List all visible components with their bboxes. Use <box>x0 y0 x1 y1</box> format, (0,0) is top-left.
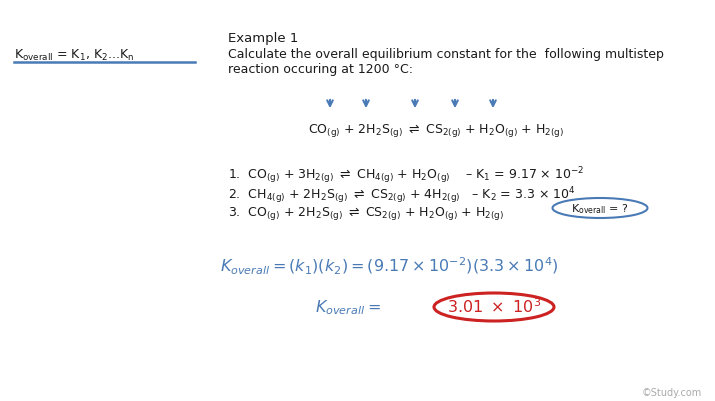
Text: ©Study.com: ©Study.com <box>642 387 702 397</box>
Text: CO$_{\mathregular{(g)}}$ + 2H$_{\mathregular{2}}$S$_{\mathregular{(g)}}$ $\right: CO$_{\mathregular{(g)}}$ + 2H$_{\mathreg… <box>308 122 564 139</box>
Text: 2.  CH$_{\mathregular{4(g)}}$ + 2H$_{\mathregular{2}}$S$_{\mathregular{(g)}}$ $\: 2. CH$_{\mathregular{4(g)}}$ + 2H$_{\mat… <box>228 184 576 205</box>
Text: Example 1: Example 1 <box>228 32 298 45</box>
Text: 3.  CO$_{\mathregular{(g)}}$ + 2H$_{\mathregular{2}}$S$_{\mathregular{(g)}}$ $\r: 3. CO$_{\mathregular{(g)}}$ + 2H$_{\math… <box>228 205 504 221</box>
Text: $\mathit{K_{overall}}=$: $\mathit{K_{overall}}=$ <box>315 297 381 316</box>
Text: $3.01\ \times\ 10^{3}$: $3.01\ \times\ 10^{3}$ <box>447 298 541 316</box>
Text: 1.  CO$_{\mathregular{(g)}}$ + 3H$_{\mathregular{2(g)}}$ $\rightleftharpoons$ CH: 1. CO$_{\mathregular{(g)}}$ + 3H$_{\math… <box>228 164 584 185</box>
Text: Calculate the overall equilibrium constant for the  following multistep: Calculate the overall equilibrium consta… <box>228 48 664 61</box>
Text: K$_{\mathregular{overall}}$ = ?: K$_{\mathregular{overall}}$ = ? <box>571 202 628 215</box>
Text: reaction occuring at 1200 °C:: reaction occuring at 1200 °C: <box>228 63 413 76</box>
Text: $\mathit{K_{overall}}=(\mathit{k_1})(\mathit{k_2})$$= (9.17\times10^{-2})(3.3\ti: $\mathit{K_{overall}}=(\mathit{k_1})(\ma… <box>220 255 558 276</box>
Text: K$_{\mathregular{overall}}$ = K$_{\mathregular{1}}$, K$_{\mathregular{2}}$...K$_: K$_{\mathregular{overall}}$ = K$_{\mathr… <box>14 48 134 63</box>
